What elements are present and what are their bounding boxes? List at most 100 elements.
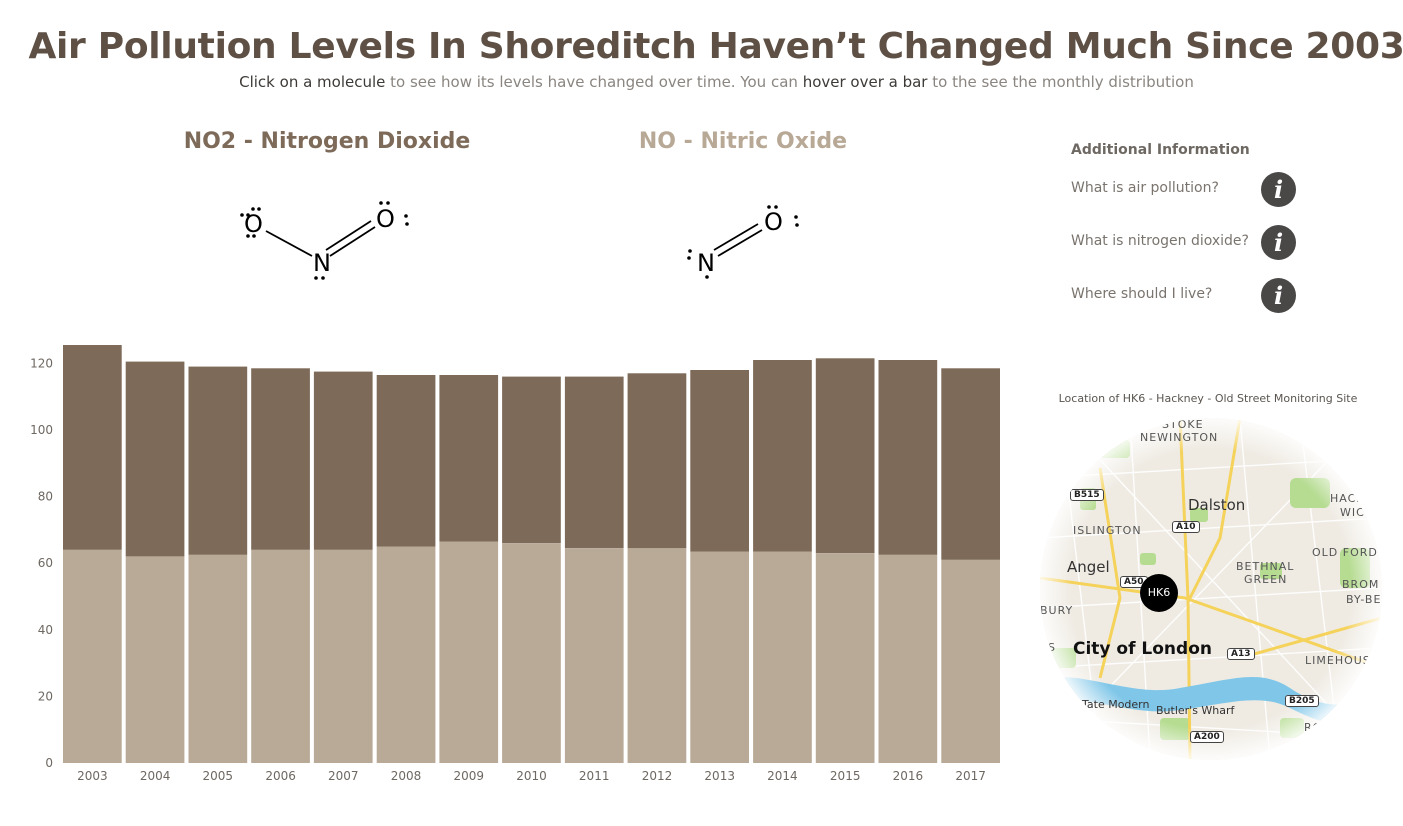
bar-no2-2009[interactable] (439, 375, 499, 542)
info-icon[interactable]: i (1261, 278, 1296, 313)
bar-no-2015[interactable] (815, 553, 875, 763)
x-tick-label: 2011 (579, 769, 610, 783)
x-tick-label: 2010 (516, 769, 547, 783)
y-tick-label: 60 (38, 556, 53, 570)
bar-no2-2004[interactable] (125, 361, 185, 557)
x-tick-label: 2012 (642, 769, 673, 783)
map-label-newington: NEWINGTON (1140, 431, 1219, 444)
bar-no2-2010[interactable] (502, 376, 561, 544)
map-road-b205: B205 (1285, 695, 1319, 707)
y-tick-label: 80 (38, 490, 53, 504)
y-tick-label: 0 (45, 756, 53, 770)
map-label-bury: BURY (1040, 604, 1074, 617)
map-label-by-be: BY-BE (1346, 593, 1382, 606)
page-title: Air Pollution Levels In Shoreditch Haven… (28, 26, 1403, 67)
bar-no2-2007[interactable] (313, 371, 373, 550)
bar-no2-2012[interactable] (627, 373, 687, 549)
x-tick-label: 2004 (140, 769, 171, 783)
location-map[interactable]: STOKE NEWINGTON Dalston ISLINGTON HACKNE… (1040, 418, 1382, 760)
x-tick-label: 2009 (454, 769, 485, 783)
bar-no-2016[interactable] (878, 554, 938, 763)
map-label-stoke: STOKE (1162, 418, 1204, 431)
subtitle-emphasis-bar: hover over a bar (802, 73, 928, 91)
map-label-angel: Angel (1067, 558, 1110, 576)
map-road-b515: B515 (1070, 489, 1104, 501)
bar-no-2012[interactable] (627, 548, 687, 763)
monitoring-site-marker[interactable]: HK6 (1140, 574, 1178, 612)
map-label-limehouse: LIMEHOUSE (1305, 654, 1379, 667)
no-lone-pairs (687, 205, 799, 279)
map-label-es: ES (1040, 641, 1056, 654)
no-oxygen-atom: O (764, 208, 783, 236)
bar-no-2009[interactable] (439, 541, 499, 764)
y-tick-label: 120 (30, 356, 53, 370)
pollution-bar-chart: 0 20 40 60 80 100 120 2003 2004 2005 2006 2007 2008 2… (30, 345, 1000, 783)
bar-no2-2005[interactable] (188, 366, 248, 555)
map-label-green: GREEN (1244, 573, 1288, 586)
y-tick-label: 100 (30, 423, 53, 437)
y-tick-label: 20 (38, 689, 53, 703)
bar-no2-2006[interactable] (251, 368, 310, 550)
no-nitrogen-atom: N (697, 249, 715, 277)
map-label-rotherhithe: ROTHERHI (1304, 721, 1370, 734)
map-base (1040, 418, 1382, 760)
bar-no2-2014[interactable] (753, 360, 812, 552)
no2-lone-pairs (240, 201, 409, 280)
map-label-brom: BROM (1342, 578, 1380, 591)
y-tick-label: 40 (38, 623, 53, 637)
map-label-islington: ISLINGTON (1073, 524, 1142, 537)
bar-no-2013[interactable] (690, 551, 749, 764)
map-label-hackney: HACKNEY (1330, 492, 1382, 505)
map-road-a200: A200 (1190, 731, 1224, 743)
map-label-butlers-wharf: Butler's Wharf (1156, 704, 1235, 717)
bar-no-2005[interactable] (188, 554, 248, 763)
bar-no-2006[interactable] (251, 549, 310, 763)
bar-no-2011[interactable] (564, 548, 624, 763)
info-item-nitrogen-dioxide[interactable]: What is nitrogen dioxide? i (1071, 223, 1301, 263)
no-molecule-diagram[interactable]: N O (680, 200, 810, 285)
bar-no-2004[interactable] (125, 556, 185, 764)
map-road-a10: A10 (1172, 521, 1200, 533)
bar-no2-2013[interactable] (690, 370, 749, 552)
bar-no2-2003[interactable] (63, 345, 122, 550)
no2-oxygen-left-atom: O (244, 210, 263, 238)
bar-no2-2011[interactable] (564, 376, 624, 549)
subtitle-text: to see how its levels have changed over … (385, 73, 803, 91)
bar-no-2003[interactable] (63, 549, 122, 763)
map-road-a13: A13 (1227, 648, 1255, 660)
map-label-bethnal: BETHNAL (1236, 560, 1295, 573)
subtitle-text-end: to the see the monthly distribution (927, 73, 1194, 91)
x-tick-label: 2013 (704, 769, 735, 783)
bar-no-2008[interactable] (376, 546, 436, 764)
bar-no2-2016[interactable] (878, 360, 938, 555)
x-tick-label: 2008 (391, 769, 422, 783)
bar-no-2007[interactable] (313, 549, 373, 763)
info-item-where-to-live[interactable]: Where should I live? i (1071, 276, 1301, 316)
no-molecule-title[interactable]: NO - Nitric Oxide (638, 129, 848, 154)
map-label-old-ford: OLD FORD (1312, 546, 1378, 559)
map-label-wick: WICK (1340, 506, 1374, 519)
map-caption: Location of HK6 - Hackney - Old Street M… (1058, 392, 1358, 405)
info-item-label: What is air pollution? (1071, 180, 1219, 196)
no2-molecule-diagram[interactable]: O N O (230, 190, 420, 290)
info-item-air-pollution[interactable]: What is air pollution? i (1071, 170, 1301, 210)
x-tick-label: 2014 (767, 769, 798, 783)
x-tick-label: 2003 (77, 769, 108, 783)
no2-molecule-title[interactable]: NO2 - Nitrogen Dioxide (183, 129, 471, 154)
x-tick-label: 2007 (328, 769, 359, 783)
map-label-dalston: Dalston (1188, 496, 1246, 514)
no2-oxygen-right-atom: O (376, 205, 395, 233)
x-tick-label: 2016 (893, 769, 924, 783)
bar-no2-2015[interactable] (815, 358, 875, 554)
map-label-tate-modern: Tate Modern (1082, 698, 1150, 711)
bar-no-2017[interactable] (941, 559, 1000, 763)
page-subtitle: Click on a molecule to see how its level… (0, 73, 1403, 91)
subtitle-emphasis-molecule: Click on a molecule (239, 73, 386, 91)
bar-no2-2017[interactable] (941, 368, 1000, 560)
x-tick-label: 2006 (265, 769, 296, 783)
info-icon[interactable]: i (1261, 225, 1296, 260)
bar-no-2010[interactable] (502, 543, 561, 763)
bar-no-2014[interactable] (753, 551, 812, 764)
info-icon[interactable]: i (1261, 172, 1296, 207)
bar-no2-2008[interactable] (376, 375, 436, 547)
